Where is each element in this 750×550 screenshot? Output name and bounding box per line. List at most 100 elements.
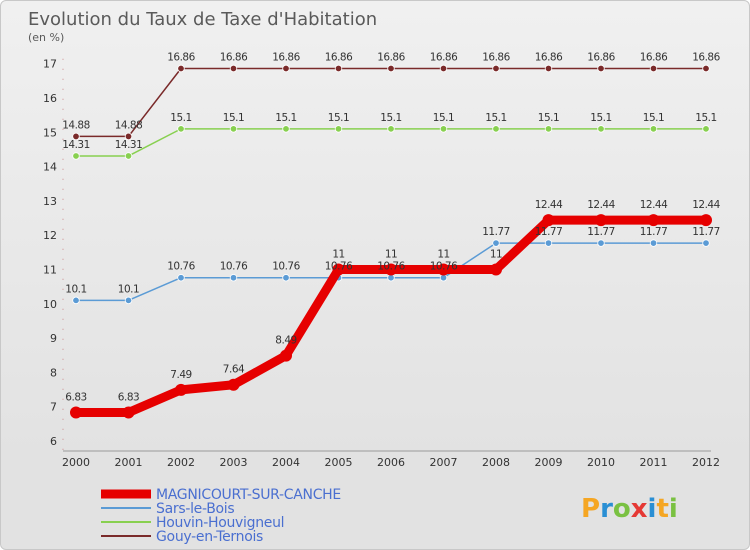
y-tick-label: 10 — [43, 298, 57, 311]
y-tick-label: 16 — [43, 92, 57, 105]
data-label: 15.1 — [170, 112, 191, 124]
data-label: 12.44 — [692, 199, 720, 211]
data-label: 12.44 — [640, 199, 668, 211]
y-tick-label: 15 — [43, 126, 57, 139]
y-tick-label: 6 — [50, 435, 57, 448]
data-point — [649, 239, 658, 247]
data-point — [332, 263, 345, 276]
data-point — [595, 214, 607, 227]
x-tick-label: 2001 — [115, 456, 143, 469]
logo-letter: x — [631, 494, 648, 524]
data-label: 15.1 — [485, 112, 506, 124]
legend-label: Gouy-en-Ternois — [156, 529, 263, 545]
data-point — [122, 406, 135, 419]
data-label: 16.86 — [430, 52, 458, 64]
data-point — [492, 239, 500, 247]
data-point — [70, 406, 82, 419]
data-point — [439, 125, 448, 133]
data-label: 16.86 — [482, 52, 510, 64]
data-point — [387, 125, 395, 133]
logo-letter: t — [656, 494, 668, 524]
data-label: 8.49 — [275, 335, 296, 347]
data-label: 16.86 — [535, 52, 563, 64]
x-tick-label: 2011 — [640, 456, 668, 469]
data-point — [597, 239, 605, 247]
logo-letter: i — [648, 494, 657, 524]
data-label: 16.86 — [692, 52, 720, 64]
data-point — [492, 125, 500, 133]
data-point — [542, 214, 555, 227]
data-point — [544, 239, 553, 247]
x-tick-label: 2005 — [325, 456, 353, 469]
data-point — [385, 263, 397, 276]
data-label: 7.49 — [170, 369, 191, 381]
data-label: 14.31 — [115, 139, 143, 151]
data-label: 10.76 — [167, 261, 195, 273]
data-point — [544, 125, 553, 133]
data-point — [490, 263, 502, 276]
data-label: 11 — [490, 249, 502, 261]
data-point — [649, 64, 658, 73]
data-label: 15.1 — [695, 112, 716, 124]
data-label: 16.86 — [272, 52, 300, 64]
y-tick-label: 14 — [43, 161, 57, 174]
data-label: 15.1 — [380, 112, 401, 124]
data-point — [177, 64, 185, 73]
data-point — [72, 296, 80, 305]
data-point — [282, 274, 290, 282]
x-tick-label: 2003 — [220, 456, 248, 469]
data-point — [334, 125, 343, 133]
data-point — [229, 64, 238, 73]
legend: MAGNICOURT-SUR-CANCHESars-le-BoisHouvin-… — [101, 487, 341, 545]
data-label: 11.77 — [587, 226, 615, 238]
data-label: 15.1 — [328, 112, 349, 124]
data-point — [544, 64, 553, 73]
data-label: 11.77 — [482, 226, 510, 238]
y-tick-label: 8 — [50, 366, 57, 379]
data-label: 15.1 — [590, 112, 611, 124]
x-tick-label: 2010 — [587, 456, 615, 469]
data-label: 14.31 — [62, 139, 90, 151]
data-point — [124, 132, 133, 141]
chart-subtitle: (en %) — [28, 31, 64, 44]
data-point — [700, 214, 712, 227]
data-label: 16.86 — [167, 52, 195, 64]
data-point — [124, 152, 133, 160]
data-point — [229, 125, 238, 133]
y-tick-label: 9 — [50, 332, 57, 345]
data-label: 16.86 — [325, 52, 353, 64]
x-tick-label: 2006 — [377, 456, 405, 469]
legend-label: MAGNICOURT-SUR-CANCHE — [156, 487, 341, 503]
data-label: 10.76 — [377, 261, 405, 273]
data-point — [702, 239, 710, 247]
data-labels: 6.83 6.83 7.49 7.64 8.49 11 11 11 11 12.44 12.44 12… — [62, 52, 721, 404]
data-point — [175, 383, 187, 396]
series-layer — [70, 64, 712, 419]
data-label: 10.76 — [325, 261, 353, 273]
data-label: 14.88 — [115, 119, 143, 131]
x-tick-label: 2002 — [167, 456, 195, 469]
y-tick-label: 13 — [43, 195, 57, 208]
data-point — [72, 132, 80, 141]
data-label: 11.77 — [692, 226, 720, 238]
data-point — [280, 349, 292, 362]
x-tick-label: 2009 — [535, 456, 563, 469]
legend-label: Sars-le-Bois — [156, 501, 234, 517]
data-label: 11.77 — [535, 226, 563, 238]
data-label: 10.76 — [220, 261, 248, 273]
axes: 6 7 8 9 10 11 12 13 14 15 16 17 2000 2001 2002 2003 2004… — [43, 58, 720, 469]
data-label: 10.76 — [272, 261, 300, 273]
data-label: 11 — [437, 249, 449, 261]
data-point — [387, 64, 395, 73]
data-point — [597, 64, 605, 73]
logo-letter: o — [613, 494, 631, 524]
data-point — [702, 64, 710, 73]
proxiti-logo: Proxiti — [581, 494, 678, 524]
data-point — [72, 152, 80, 160]
y-tick-label: 12 — [43, 229, 57, 242]
data-point — [597, 125, 605, 133]
data-point — [647, 214, 660, 227]
y-tick-label: 7 — [50, 401, 57, 414]
